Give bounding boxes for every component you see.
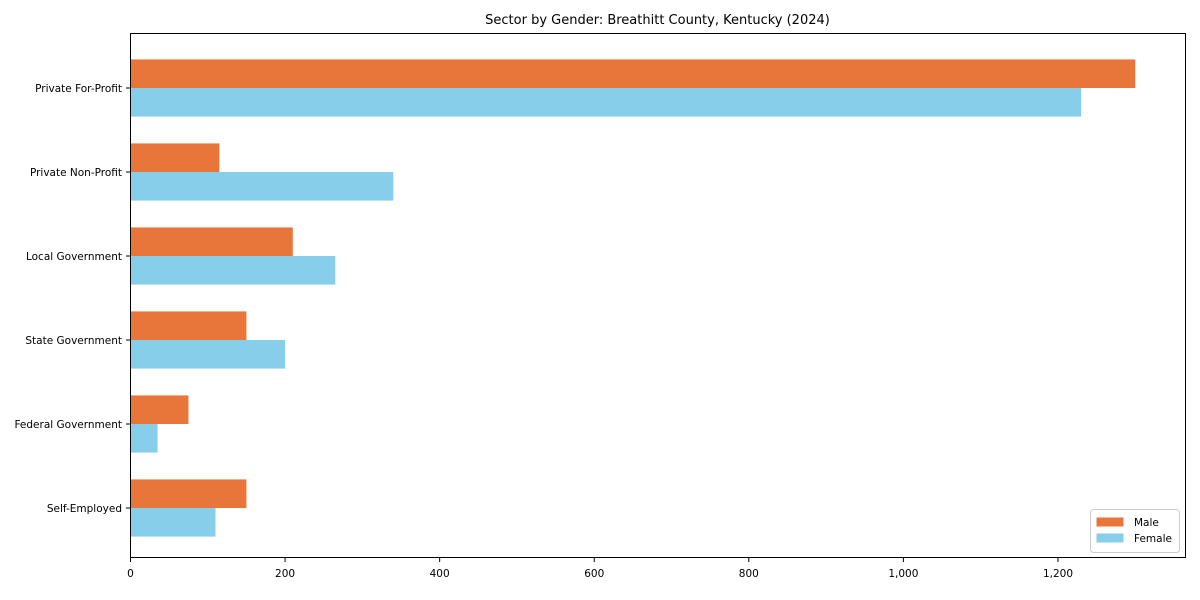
legend-label-male: Male bbox=[1134, 517, 1159, 529]
legend-swatch-male bbox=[1096, 517, 1124, 527]
legend-swatch-female bbox=[1096, 533, 1124, 543]
bar-male-private-for-profit bbox=[130, 59, 1136, 88]
category-label-self-employed: Self-Employed bbox=[47, 503, 122, 515]
bar-female-local-government bbox=[130, 256, 336, 285]
bar-female-private-for-profit bbox=[130, 88, 1082, 117]
chart-title: Sector by Gender: Breathitt County, Kent… bbox=[485, 13, 830, 28]
category-label-private-for-profit: Private For-Profit bbox=[35, 83, 122, 95]
bar-male-self-employed bbox=[130, 479, 247, 508]
x-tick-label: 1,000 bbox=[888, 568, 918, 580]
category-label-local-government: Local Government bbox=[26, 251, 122, 263]
bar-female-state-government bbox=[130, 340, 286, 369]
bar-male-private-non-profit bbox=[130, 143, 220, 172]
category-label-state-government: State Government bbox=[25, 335, 122, 347]
category-label-private-non-profit: Private Non-Profit bbox=[30, 167, 122, 179]
bar-male-local-government bbox=[130, 227, 293, 256]
bar-female-self-employed bbox=[130, 508, 216, 537]
x-tick-label: 0 bbox=[127, 568, 134, 580]
legend-label-female: Female bbox=[1134, 533, 1172, 545]
bar-female-private-non-profit bbox=[130, 172, 394, 201]
x-tick-label: 400 bbox=[430, 568, 450, 580]
x-tick-label: 600 bbox=[584, 568, 604, 580]
x-tick-label: 1,200 bbox=[1043, 568, 1073, 580]
x-tick-label: 800 bbox=[739, 568, 759, 580]
category-label-federal-government: Federal Government bbox=[14, 419, 122, 431]
x-tick-label: 200 bbox=[275, 568, 295, 580]
legend-box bbox=[1090, 509, 1180, 553]
bar-male-state-government bbox=[130, 311, 247, 340]
bar-male-federal-government bbox=[130, 395, 189, 424]
plot-border bbox=[130, 33, 1186, 558]
bar-female-federal-government bbox=[130, 424, 158, 453]
